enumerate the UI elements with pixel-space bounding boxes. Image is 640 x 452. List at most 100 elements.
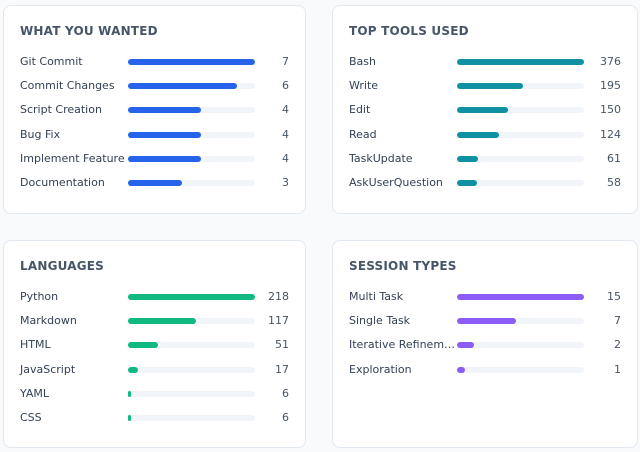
row-value: 150: [600, 103, 621, 117]
row-label: Exploration: [349, 362, 412, 376]
panel: WHAT YOU WANTED Git Commit 7 Commit Changes…: [3, 5, 306, 214]
row-label: Edit: [349, 103, 371, 117]
bar-track: [457, 107, 584, 114]
bar-track: [457, 155, 584, 162]
row-label: Bash: [349, 55, 376, 68]
row-label: Script Creation: [20, 103, 102, 117]
row-value: 3: [282, 176, 289, 189]
bar-row: TaskUpdate 61: [349, 151, 621, 167]
bar: [128, 415, 132, 421]
bar-row: Write 195: [349, 78, 621, 94]
bar: [128, 59, 255, 65]
bar: [457, 131, 499, 138]
bar: [457, 107, 508, 114]
bar-track: [128, 390, 255, 397]
row-label: AskUserQuestion: [349, 176, 443, 189]
panel-title: LANGUAGES: [20, 259, 104, 273]
bar-track: [457, 83, 584, 90]
bar-track: [128, 366, 255, 373]
bar-track: [128, 294, 255, 300]
row-value: 7: [282, 55, 289, 68]
panel-title: TOP TOOLS USED: [349, 24, 469, 38]
row-value: 51: [275, 338, 289, 352]
bar: [128, 342, 158, 349]
row-label: Commit Changes: [20, 79, 115, 93]
row-label: TaskUpdate: [349, 151, 413, 165]
bar: [457, 180, 477, 186]
bar-track: [128, 318, 255, 325]
bar-row: AskUserQuestion 58: [349, 175, 621, 191]
row-label: Documentation: [20, 176, 105, 189]
panel-title: SESSION TYPES: [349, 259, 457, 273]
bar: [128, 294, 255, 300]
row-value: 376: [600, 55, 621, 68]
row-label: Bug Fix: [20, 127, 61, 141]
bar-track: [457, 180, 584, 186]
bar-track: [128, 59, 255, 65]
row-label: Markdown: [20, 314, 77, 328]
bar: [457, 318, 517, 325]
row-value: 1: [614, 362, 621, 376]
bar-row: Git Commit 7: [20, 54, 289, 70]
row-value: 61: [607, 151, 621, 165]
bar-row: Read 124: [349, 127, 621, 143]
row-value: 15: [607, 290, 621, 303]
panel-title: WHAT YOU WANTED: [20, 24, 158, 38]
row-label: Write: [349, 79, 379, 93]
row-value: 6: [282, 411, 289, 424]
bar: [128, 180, 183, 186]
bar-row: Markdown 117: [20, 313, 289, 329]
row-label: Iterative Refinem…: [349, 338, 456, 352]
row-label: YAML: [20, 386, 50, 400]
bar-row: Exploration 1: [349, 362, 621, 378]
row-label: Read: [349, 127, 377, 141]
bar: [128, 155, 201, 162]
row-value: 117: [268, 314, 289, 328]
row-value: 7: [614, 314, 621, 328]
bar-track: [128, 342, 255, 349]
row-label: Multi Task: [349, 290, 404, 303]
bar: [128, 107, 201, 114]
row-value: 218: [268, 290, 289, 303]
bar-row: Implement Feature 4: [20, 151, 289, 167]
bar-row: HTML 51: [20, 337, 289, 353]
row-value: 6: [282, 386, 289, 400]
row-label: CSS: [20, 411, 42, 424]
bar-track: [457, 294, 584, 300]
bar: [457, 366, 466, 373]
bar-row: YAML 6: [20, 386, 289, 402]
bar-row: Documentation 3: [20, 175, 289, 191]
row-value: 4: [282, 151, 289, 165]
row-value: 6: [282, 79, 289, 93]
bar: [457, 294, 584, 300]
bar-row: Edit 150: [349, 102, 621, 118]
bar-row: Bash 376: [349, 54, 621, 70]
bar-track: [457, 318, 584, 325]
bar-track: [128, 155, 255, 162]
bar: [128, 131, 201, 138]
row-value: 58: [607, 176, 621, 189]
bar-row: Script Creation 4: [20, 102, 289, 118]
row-value: 4: [282, 127, 289, 141]
bar: [457, 342, 474, 349]
row-label: JavaScript: [20, 362, 76, 376]
bar-row: Bug Fix 4: [20, 127, 289, 143]
row-value: 124: [600, 127, 621, 141]
row-label: Single Task: [349, 314, 411, 328]
bar-track: [128, 83, 255, 90]
row-label: Implement Feature: [20, 151, 125, 165]
bar-row: Single Task 7: [349, 313, 621, 329]
bar-track: [128, 131, 255, 138]
bar: [457, 83, 523, 90]
bar-row: Iterative Refinem… 2: [349, 337, 621, 353]
bar-track: [457, 59, 584, 65]
row-label: Git Commit: [20, 55, 83, 68]
bar: [128, 366, 138, 373]
bar-track: [128, 415, 255, 421]
row-value: 195: [600, 79, 621, 93]
bar: [128, 390, 132, 397]
bar-row: Python 218: [20, 289, 289, 305]
bar-row: Multi Task 15: [349, 289, 621, 305]
bar-track: [128, 107, 255, 114]
